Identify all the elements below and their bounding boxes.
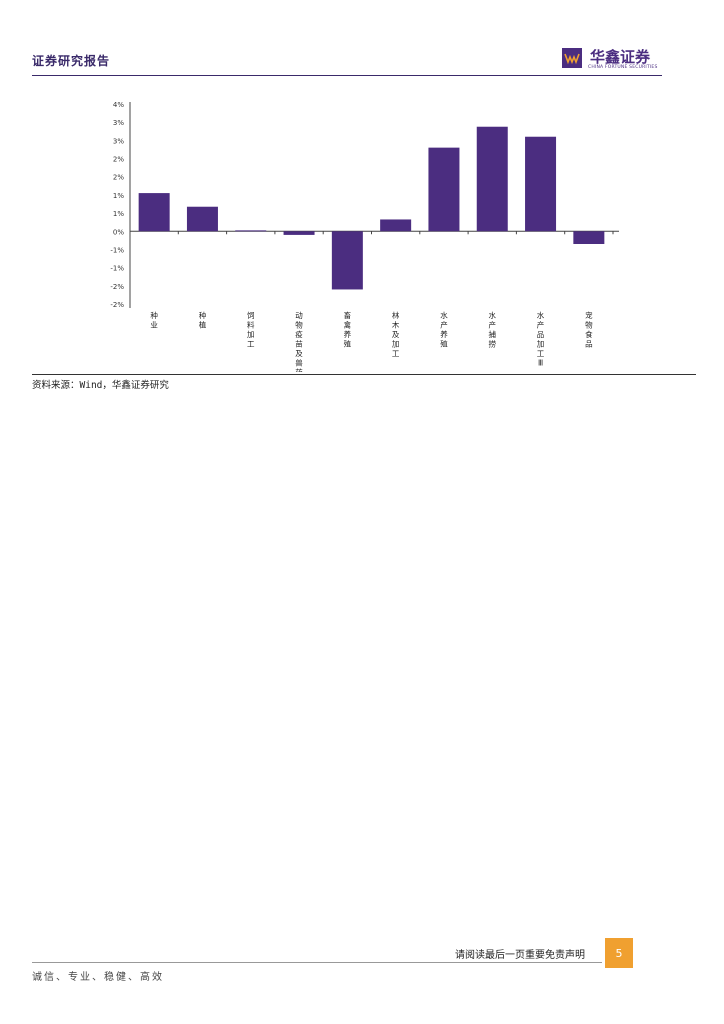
x-category-label: 工	[247, 340, 255, 349]
x-category-label: Ⅲ	[538, 359, 543, 368]
x-category-label: 饲	[247, 310, 255, 320]
x-category-label: 养	[440, 329, 448, 339]
x-category-label: 料	[247, 320, 255, 330]
y-tick-label: -1%	[110, 265, 124, 273]
x-category-label: 殖	[344, 339, 352, 349]
y-tick-label: 1%	[113, 192, 124, 200]
bar	[525, 136, 557, 232]
bar	[380, 219, 412, 232]
x-category-label: 产	[537, 320, 545, 330]
x-category-label: 加	[247, 329, 255, 339]
x-category-label: 药	[295, 367, 303, 372]
source-divider	[32, 374, 696, 375]
header-divider	[32, 75, 662, 76]
y-tick-label: 2%	[113, 156, 124, 164]
x-category-label: 殖	[440, 339, 448, 349]
x-category-label: 水	[440, 310, 448, 320]
y-tick-label: 0%	[113, 228, 124, 236]
bar	[476, 126, 508, 232]
x-category-label: 兽	[295, 358, 303, 368]
x-category-label: 物	[585, 320, 593, 330]
x-category-label: 工	[392, 349, 400, 358]
y-tick-label: -1%	[110, 246, 124, 254]
x-category-label: 捞	[489, 339, 497, 349]
x-category-label: 植	[199, 320, 207, 330]
x-category-label: 水	[489, 310, 497, 320]
x-category-label: 捕	[489, 329, 497, 339]
y-tick-label: -2%	[110, 301, 124, 309]
x-category-label: 动	[295, 310, 303, 320]
x-category-label: 工	[537, 349, 545, 358]
footer-divider	[32, 962, 602, 963]
x-category-label: 养	[344, 329, 352, 339]
bar	[235, 230, 267, 232]
logo-subtitle: CHINA FORTUNE SECURITIES	[588, 65, 658, 70]
bar	[283, 231, 315, 235]
x-category-label: 及	[392, 330, 400, 339]
x-category-label: 苗	[295, 340, 303, 349]
bar	[428, 147, 460, 232]
bar	[138, 193, 170, 232]
x-category-label: 品	[537, 330, 545, 339]
x-category-label: 疫	[295, 329, 303, 339]
y-tick-label: 1%	[113, 210, 124, 218]
page-number: 5	[605, 938, 633, 968]
logo: 华鑫证券 CHINA FORTUNE SECURITIES	[562, 46, 662, 72]
disclaimer-link[interactable]: 请阅读最后一页重要免责声明	[455, 950, 585, 961]
x-category-label: 木	[392, 320, 400, 330]
y-tick-label: 4%	[113, 101, 124, 109]
y-tick-label: 2%	[113, 174, 124, 182]
logo-name: 华鑫证券	[590, 48, 651, 66]
x-category-label: 禽	[344, 320, 352, 330]
y-tick-label: 3%	[113, 137, 124, 145]
logo-icon	[562, 48, 582, 68]
bar	[186, 206, 218, 232]
x-category-label: 水	[537, 310, 545, 320]
y-tick-label: -2%	[110, 283, 124, 291]
source-note: 资料来源：Wind，华鑫证券研究	[32, 380, 169, 391]
y-tick-label: 3%	[113, 119, 124, 127]
x-category-label: 品	[585, 340, 593, 349]
bar	[573, 231, 605, 244]
x-category-label: 种	[150, 310, 158, 320]
x-category-label: 种	[199, 310, 207, 320]
x-category-label: 畜	[344, 310, 352, 320]
x-category-label: 物	[295, 320, 303, 330]
x-category-label: 产	[440, 320, 448, 330]
x-category-label: 加	[392, 339, 400, 349]
x-category-label: 宠	[585, 310, 593, 320]
report-title: 证券研究报告	[32, 54, 111, 68]
x-category-label: 食	[585, 329, 593, 339]
x-category-label: 及	[295, 349, 303, 358]
x-category-label: 产	[489, 320, 497, 330]
x-category-label: 林	[392, 310, 400, 320]
bar-chart: 4%3%3%2%2%1%1%0%-1%-1%-2%-2% 种业种植饲料加工动物疫…	[110, 101, 619, 372]
footer-motto: 诚信、专业、稳健、高效	[32, 972, 164, 983]
x-category-label: 业	[150, 320, 158, 330]
bar	[331, 231, 363, 290]
x-category-label: 加	[537, 339, 545, 349]
